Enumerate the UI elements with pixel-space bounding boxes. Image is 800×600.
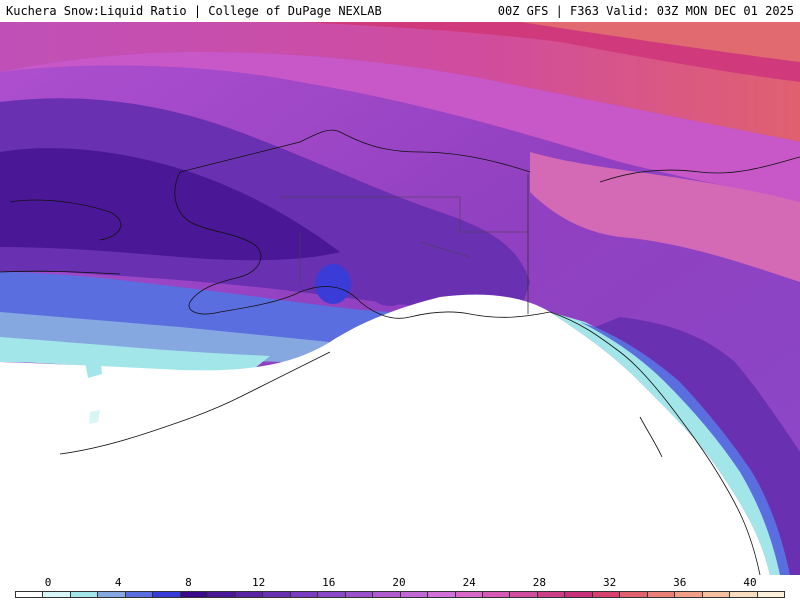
field-cyan-spot-2 [89, 410, 100, 424]
legend-swatch [455, 592, 483, 597]
legend-swatch [730, 592, 758, 597]
field-cyan-band [0, 337, 270, 372]
legend-swatch [592, 592, 621, 597]
coastlines [0, 129, 800, 575]
legend-tick-label: 0 [44, 576, 52, 589]
legend-tick-label: 12 [251, 576, 266, 589]
legend-tick-label: 8 [185, 576, 192, 589]
legend-tick-label: 4 [114, 576, 122, 589]
legend-swatch [345, 592, 374, 597]
map-header: Kuchera Snow:Liquid Ratio | College of D… [0, 0, 800, 22]
legend-swatch [620, 592, 648, 597]
legend-swatch [647, 592, 676, 597]
legend-swatch [208, 592, 236, 597]
alaska-snow-ratio-map [0, 22, 800, 575]
legend-swatch [757, 592, 785, 597]
legend-tick-label: 32 [602, 576, 617, 589]
legend-tick-label: 40 [743, 576, 757, 589]
legend-swatch [125, 592, 154, 597]
legend-swatch [428, 592, 456, 597]
field-lightblue-band [0, 312, 330, 362]
legend-swatch [510, 592, 538, 597]
field-yukon-pink [530, 152, 800, 282]
field-blue-blob-3 [370, 278, 410, 306]
legend-swatch [373, 592, 401, 597]
legend-swatch [675, 592, 703, 597]
legend-tick-label: 16 [322, 576, 336, 589]
ocean-zero-area [0, 294, 770, 575]
legend-tick-label: 28 [532, 576, 547, 589]
legend-swatch [16, 592, 44, 597]
legend-swatch [318, 592, 346, 597]
legend-swatch [400, 592, 429, 597]
legend-swatch [153, 592, 181, 597]
legend-swatch [43, 592, 71, 597]
legend-swatch [565, 592, 593, 597]
legend: 0 4 8 12 16 20 24 28 32 36 40 [0, 575, 800, 600]
run-valid-time: 00Z GFS | F363 Valid: 03Z MON DEC 01 202… [497, 4, 794, 18]
field-band-magenta [0, 52, 800, 202]
legend-swatch [180, 592, 209, 597]
legend-tick-label: 36 [673, 576, 687, 589]
legend-swatch [537, 592, 566, 597]
field-blue-blob-2 [242, 310, 274, 334]
legend-tick-label: 20 [392, 576, 406, 589]
legend-color-bar [15, 591, 785, 598]
legend-swatch [702, 592, 731, 597]
legend-swatch [235, 592, 264, 597]
field-blue-blob-1 [315, 264, 351, 304]
coast-purple-strip [595, 317, 800, 575]
legend-swatch [263, 592, 291, 597]
legend-swatch [98, 592, 126, 597]
field-cyan-spot [85, 355, 102, 378]
region-borders [280, 196, 528, 282]
legend-swatch [290, 592, 319, 597]
field-band-north-salmon [520, 22, 800, 62]
legend-tick-label: 24 [462, 576, 476, 589]
legend-swatch [482, 592, 511, 597]
product-title: Kuchera Snow:Liquid Ratio | College of D… [6, 4, 382, 18]
field-deep-purple [0, 148, 340, 261]
legend-swatch [70, 592, 99, 597]
